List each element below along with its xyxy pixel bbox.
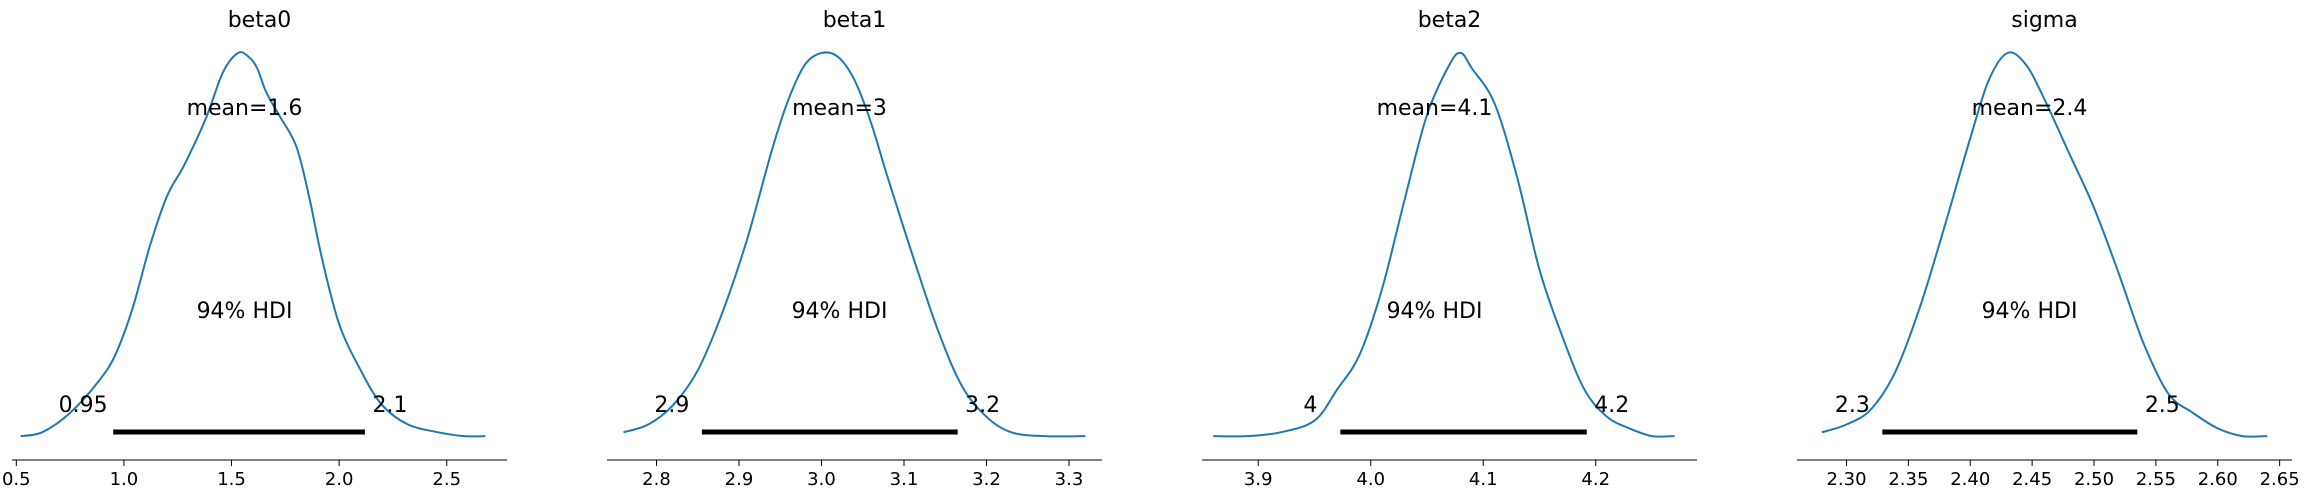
panel-title: beta2	[1418, 8, 1482, 33]
hdi-label: 94% HDI	[197, 299, 293, 324]
x-tick-label: 2.50	[2074, 469, 2114, 490]
hdi-lower-label: 2.3	[1835, 393, 1870, 418]
hdi-lower-label: 2.9	[654, 393, 689, 418]
x-tick-label: 2.45	[2012, 469, 2052, 490]
x-tick-label: 2.9	[725, 469, 754, 490]
x-tick-label: 3.2	[972, 469, 1001, 490]
x-tick-label: 1.5	[217, 469, 246, 490]
mean-label: mean=3	[792, 96, 887, 121]
density-curve	[623, 51, 1086, 438]
x-tick-label: 2.0	[325, 469, 354, 490]
mean-label: mean=2.4	[1972, 96, 2088, 121]
hdi-lower-label: 0.95	[59, 393, 108, 418]
x-tick-label: 3.3	[1055, 469, 1084, 490]
hdi-upper-label: 2.1	[372, 393, 407, 418]
x-tick-label: 2.55	[2136, 469, 2176, 490]
hdi-label: 94% HDI	[792, 299, 888, 324]
panel-title: beta1	[823, 8, 887, 33]
x-tick-label: 3.9	[1244, 469, 1273, 490]
x-tick-label: 4.0	[1356, 469, 1385, 490]
x-tick-label: 2.65	[2260, 469, 2300, 490]
hdi-label: 94% HDI	[1387, 299, 1483, 324]
x-tick-label: 4.1	[1469, 469, 1498, 490]
x-tick-label: 2.5	[432, 469, 461, 490]
x-tick-label: 2.8	[642, 469, 671, 490]
mean-label: mean=1.6	[187, 96, 303, 121]
x-tick-label: 3.0	[807, 469, 836, 490]
x-tick-label: 1.0	[110, 469, 139, 490]
x-tick-label: 2.40	[1950, 469, 1990, 490]
density-curve	[20, 51, 486, 438]
mean-label: mean=4.1	[1377, 96, 1493, 121]
density-curve	[1213, 51, 1675, 438]
x-tick-label: 3.1	[890, 469, 919, 490]
x-tick-label: 0.5	[2, 469, 31, 490]
hdi-upper-label: 3.2	[965, 393, 1000, 418]
x-tick-label: 2.30	[1826, 469, 1866, 490]
hdi-label: 94% HDI	[1982, 299, 2078, 324]
x-tick-label: 2.60	[2198, 469, 2238, 490]
hdi-lower-label: 4	[1303, 393, 1317, 418]
panel-title: beta0	[228, 8, 292, 33]
hdi-upper-label: 4.2	[1594, 393, 1629, 418]
x-tick-label: 2.35	[1888, 469, 1928, 490]
hdi-upper-label: 2.5	[2145, 393, 2180, 418]
x-tick-label: 4.2	[1581, 469, 1610, 490]
panel-title: sigma	[2011, 8, 2077, 33]
density-curve	[1821, 51, 2268, 438]
